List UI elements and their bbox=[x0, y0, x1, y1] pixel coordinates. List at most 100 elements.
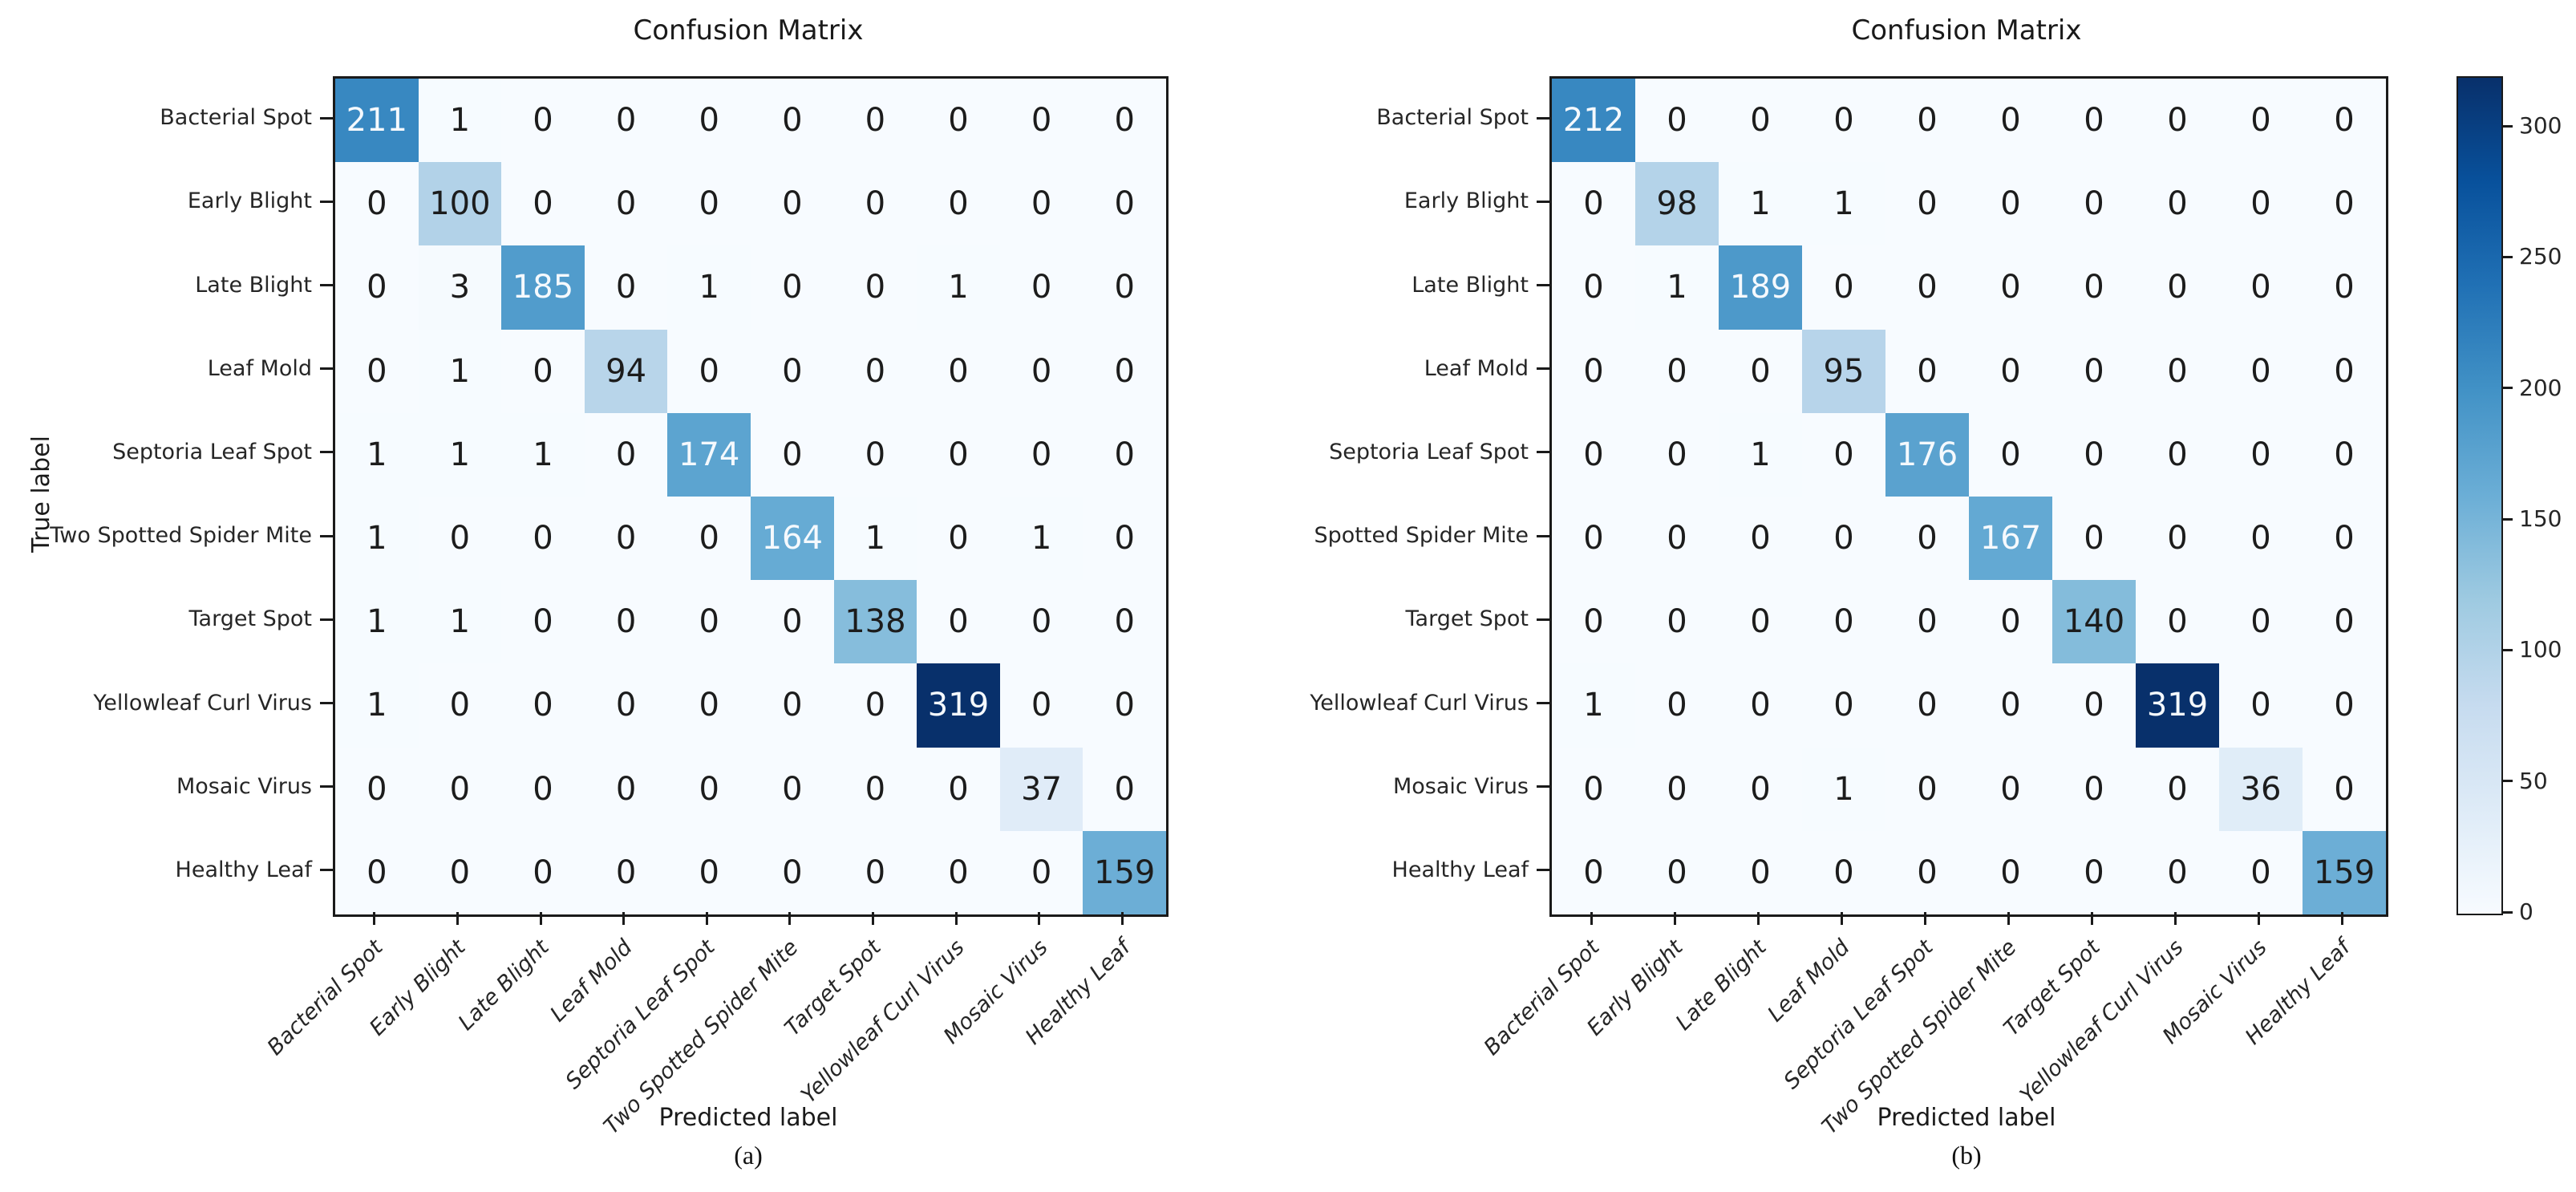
matrix-cell: 0 bbox=[501, 663, 585, 748]
matrix-cell: 0 bbox=[335, 329, 419, 413]
matrix-cell: 0 bbox=[1552, 497, 1635, 581]
matrix-cell: 0 bbox=[833, 329, 917, 413]
matrix-cell: 98 bbox=[1635, 162, 1719, 246]
matrix-cell: 100 bbox=[418, 162, 502, 246]
matrix-cell: 0 bbox=[584, 747, 668, 831]
matrix-cell: 159 bbox=[1083, 830, 1166, 914]
matrix-cell: 0 bbox=[1719, 580, 1802, 664]
matrix-cell: 0 bbox=[501, 580, 585, 664]
matrix-cell: 0 bbox=[1802, 830, 1885, 914]
matrix-cell: 0 bbox=[418, 830, 502, 914]
matrix-cell: 0 bbox=[1802, 663, 1885, 748]
colorbar-tick-label: 150 bbox=[2519, 505, 2562, 533]
matrix-cell: 0 bbox=[917, 329, 1000, 413]
matrix-cell: 140 bbox=[2052, 580, 2136, 664]
x-tick-mark bbox=[1840, 912, 1843, 925]
colorbar-tick-label: 200 bbox=[2519, 374, 2562, 401]
matrix-cell: 0 bbox=[751, 830, 834, 914]
matrix-cell: 0 bbox=[418, 747, 502, 831]
x-tick-mark bbox=[456, 912, 459, 925]
matrix-cell: 0 bbox=[1552, 329, 1635, 413]
matrix-cell: 1 bbox=[1552, 663, 1635, 748]
matrix-cell: 0 bbox=[1719, 497, 1802, 581]
x-tick-mark bbox=[622, 912, 626, 925]
matrix-cell: 0 bbox=[1083, 162, 1166, 246]
matrix-cell: 0 bbox=[2136, 580, 2219, 664]
matrix-cell: 0 bbox=[1885, 497, 1969, 581]
y-tick-mark bbox=[1537, 451, 1549, 454]
matrix-cell: 0 bbox=[501, 830, 585, 914]
x-tick-mark bbox=[1923, 912, 1926, 925]
matrix-cell: 0 bbox=[2303, 412, 2386, 497]
matrix-cell: 0 bbox=[2136, 245, 2219, 330]
matrix-cell: 0 bbox=[833, 747, 917, 831]
matrix-cell: 0 bbox=[2303, 329, 2386, 413]
matrix-cell: 0 bbox=[501, 497, 585, 581]
matrix-cell: 0 bbox=[833, 830, 917, 914]
matrix-cell: 164 bbox=[751, 497, 834, 581]
matrix-cell: 0 bbox=[1635, 497, 1719, 581]
matrix-cell: 0 bbox=[2219, 663, 2303, 748]
matrix-cell: 0 bbox=[1885, 79, 1969, 163]
matrix-cell: 0 bbox=[1969, 329, 2052, 413]
matrix-cell: 0 bbox=[999, 329, 1083, 413]
y-tick-label: Target Spot bbox=[1405, 606, 1529, 632]
y-tick-mark bbox=[1537, 200, 1549, 203]
matrix-cell: 189 bbox=[1719, 245, 1802, 330]
matrix-cell: 0 bbox=[833, 162, 917, 246]
matrix-cell: 1 bbox=[335, 580, 419, 664]
matrix-cell: 0 bbox=[584, 830, 668, 914]
matrix-cell: 0 bbox=[2052, 162, 2136, 246]
matrix-cell: 0 bbox=[2052, 497, 2136, 581]
colorbar-tick-label: 0 bbox=[2519, 898, 2533, 925]
subfigure-caption-a: (a) bbox=[734, 1141, 763, 1170]
matrix-cell: 0 bbox=[1719, 329, 1802, 413]
matrix-cell: 0 bbox=[751, 329, 834, 413]
y-tick-mark bbox=[320, 702, 333, 704]
matrix-cell: 0 bbox=[751, 580, 834, 664]
matrix-cell: 185 bbox=[501, 245, 585, 330]
matrix-cell: 0 bbox=[1969, 663, 2052, 748]
matrix-cell: 0 bbox=[2303, 747, 2386, 831]
matrix-cell: 0 bbox=[584, 663, 668, 748]
y-tick-mark bbox=[320, 451, 333, 454]
matrix-cell: 1 bbox=[999, 497, 1083, 581]
matrix-cell: 0 bbox=[1885, 663, 1969, 748]
y-tick-mark bbox=[1537, 618, 1549, 621]
matrix-cell: 0 bbox=[917, 162, 1000, 246]
x-tick-mark bbox=[1038, 912, 1041, 925]
matrix-cell: 0 bbox=[1969, 412, 2052, 497]
y-tick-label: Late Blight bbox=[195, 272, 312, 298]
matrix-cell: 0 bbox=[1885, 830, 1969, 914]
matrix-cell: 0 bbox=[999, 580, 1083, 664]
y-tick-label: Septoria Leaf Spot bbox=[1329, 439, 1529, 464]
y-tick-mark bbox=[320, 785, 333, 789]
x-tick-mark bbox=[1590, 912, 1593, 925]
matrix-cell: 0 bbox=[1719, 830, 1802, 914]
y-tick-mark bbox=[1537, 702, 1549, 704]
matrix-cell: 319 bbox=[917, 663, 1000, 748]
x-tick-mark bbox=[871, 912, 874, 925]
matrix-cell: 0 bbox=[2052, 663, 2136, 748]
matrix-cell: 0 bbox=[751, 162, 834, 246]
matrix-cell: 0 bbox=[584, 245, 668, 330]
matrix-cell: 1 bbox=[1719, 162, 1802, 246]
y-tick-label: Bacterial Spot bbox=[1376, 105, 1529, 131]
matrix-cell: 94 bbox=[584, 329, 668, 413]
matrix-cell: 0 bbox=[1802, 580, 1885, 664]
matrix-cell: 0 bbox=[667, 663, 751, 748]
y-tick-mark bbox=[1537, 534, 1549, 537]
matrix-cell: 0 bbox=[2136, 79, 2219, 163]
matrix-cell: 0 bbox=[2136, 162, 2219, 246]
matrix-cell: 0 bbox=[917, 497, 1000, 581]
matrix-cell: 0 bbox=[667, 497, 751, 581]
matrix-cell: 0 bbox=[1969, 79, 2052, 163]
matrix-cell: 37 bbox=[999, 747, 1083, 831]
matrix-cell: 0 bbox=[2303, 245, 2386, 330]
x-tick-mark bbox=[2340, 912, 2343, 925]
y-tick-mark bbox=[320, 618, 333, 621]
matrix-cell: 0 bbox=[2219, 162, 2303, 246]
matrix-cell: 0 bbox=[335, 162, 419, 246]
matrix-cell: 0 bbox=[2136, 329, 2219, 413]
x-tick-mark bbox=[1673, 912, 1676, 925]
